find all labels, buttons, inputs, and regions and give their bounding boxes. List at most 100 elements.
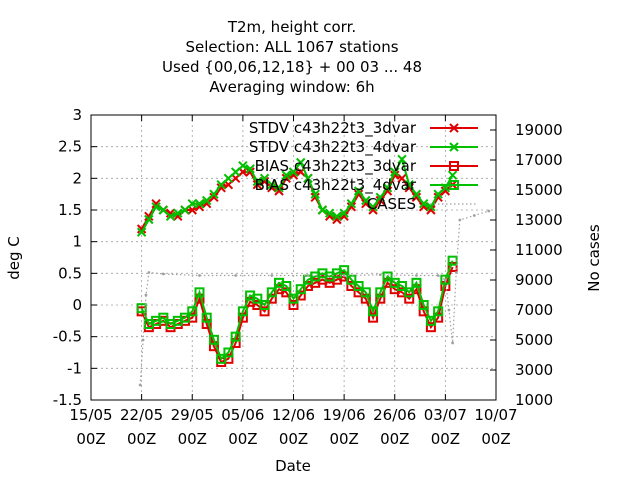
data-point <box>216 183 226 193</box>
cases-point <box>342 274 346 277</box>
cases-point <box>141 338 145 342</box>
legend-marker <box>449 161 459 171</box>
data-point <box>303 173 313 184</box>
data-point <box>397 154 407 165</box>
data-point <box>447 170 458 180</box>
data-point <box>259 306 270 317</box>
data-point <box>180 205 190 215</box>
data-point <box>404 293 415 304</box>
data-point <box>259 173 270 184</box>
legend-marker <box>449 180 459 190</box>
title-line-4: Averaging window: 6h <box>209 78 374 96</box>
data-point <box>223 173 234 184</box>
data-point <box>433 306 444 317</box>
legend-marker <box>449 142 459 152</box>
cases-point <box>161 272 165 276</box>
legend-item: BIAS c43h22t3_3dvar <box>255 157 478 176</box>
series-3 <box>136 255 458 364</box>
data-point <box>375 195 385 206</box>
y-tick-label: 0.5 <box>58 264 82 282</box>
data-point <box>418 198 429 209</box>
axes: 15/05 00Z 22/05 00Z 29/05 00Z 05/06 00Z 12/06 00Z… <box>53 106 563 448</box>
data-point <box>361 198 371 209</box>
data-point <box>324 208 335 218</box>
x-tick-label: 10/07 <box>474 406 517 424</box>
data-point <box>346 198 357 209</box>
x-tick-label: 15/05 <box>69 406 112 424</box>
data-point <box>165 211 176 222</box>
y2-tick-label: 11000 <box>515 241 563 259</box>
x-tick-label: 03/07 <box>424 406 467 424</box>
data-point <box>426 205 436 215</box>
x-tick-label-hour: 00Z <box>127 430 156 448</box>
cases-point <box>138 383 142 387</box>
plot-frame <box>90 114 497 401</box>
legend-label: STDV c43h22t3_4dvar <box>249 138 417 157</box>
data-point <box>404 183 414 193</box>
y-tick-label: 0 <box>72 296 82 314</box>
x-tick-label: 29/05 <box>171 406 214 424</box>
data-point <box>216 353 227 364</box>
legend-label: CASES <box>367 195 416 213</box>
data-point <box>332 211 342 222</box>
data-point <box>346 274 357 285</box>
series-1 <box>136 154 458 237</box>
y2-tick-label: 7000 <box>515 301 553 319</box>
y-tick-label: 2 <box>72 169 82 187</box>
data-point <box>266 287 277 298</box>
cases-point <box>454 271 458 274</box>
x-tick-label-hour: 00Z <box>380 430 409 448</box>
series-4 <box>138 209 491 387</box>
data-point <box>440 274 451 285</box>
data-point <box>382 271 393 282</box>
legend-marker <box>449 123 459 133</box>
cases-point <box>451 341 455 345</box>
y2-axis-label: No cases <box>585 224 603 292</box>
data-point <box>237 306 248 317</box>
data-point <box>252 176 263 187</box>
data-point <box>296 157 306 168</box>
data-point <box>361 195 371 206</box>
data-point <box>375 192 385 203</box>
data-point <box>252 179 263 190</box>
y-tick-label: 1.5 <box>58 201 82 219</box>
data-point <box>360 287 371 298</box>
legend-label: BIAS c43h22t3_4dvar <box>255 176 417 195</box>
data-point <box>180 312 191 323</box>
data-point <box>288 300 299 310</box>
data-point <box>173 208 183 218</box>
x-tick-label: 26/06 <box>373 406 416 424</box>
data-point <box>274 183 284 193</box>
data-point <box>194 198 205 209</box>
legend-label: BIAS c43h22t3_3dvar <box>255 157 417 176</box>
x-tick-label-hour: 00Z <box>228 430 257 448</box>
y2-tick-label: 19000 <box>515 121 563 139</box>
y-tick-label: 3 <box>72 106 82 124</box>
cases-point <box>270 274 274 277</box>
cases-point <box>472 214 476 217</box>
data-point <box>295 284 306 295</box>
y2-tick-label: 5000 <box>515 331 553 349</box>
y-tick-label: 1 <box>72 233 82 251</box>
cases-point <box>458 218 462 222</box>
data-point <box>208 334 219 345</box>
data-point <box>223 347 234 358</box>
data-point <box>396 281 407 291</box>
y2-tick-label: 3000 <box>515 361 553 379</box>
data-point <box>368 202 378 212</box>
title-line-2: Selection: ALL 1067 stations <box>185 38 398 56</box>
data-point <box>281 281 292 291</box>
cases-point <box>436 274 440 277</box>
cases-point <box>234 274 238 277</box>
data-point <box>158 312 169 323</box>
data-point <box>136 227 147 237</box>
data-point <box>317 205 328 215</box>
x-tick-label: 22/05 <box>120 406 163 424</box>
cases-point <box>144 293 148 297</box>
y-tick-label: 2.5 <box>58 138 82 156</box>
data-point <box>252 293 263 304</box>
data-point <box>202 195 212 206</box>
y2-tick-label: 17000 <box>515 151 563 169</box>
data-point <box>375 287 386 298</box>
